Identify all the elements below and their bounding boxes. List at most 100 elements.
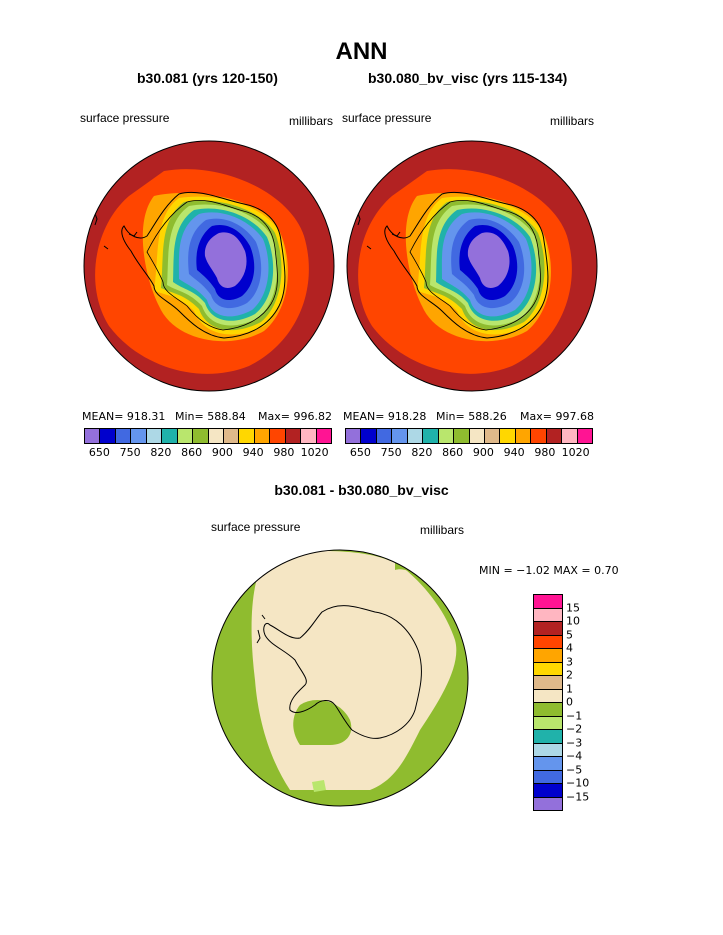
- diff-colorbar-swatch: [534, 689, 562, 703]
- panel2-colorbar: [345, 428, 593, 444]
- colorbar-tick-label: 650: [349, 446, 371, 459]
- diff-colorbar-tick-label: 3: [566, 655, 573, 668]
- panel2-map-border: [346, 140, 598, 392]
- diff-colorbar: [533, 594, 563, 811]
- panel2-subtitle: b30.080_bv_visc (yrs 115-134): [368, 70, 568, 86]
- colorbar-swatch: [301, 429, 317, 443]
- colorbar-swatch: [162, 429, 178, 443]
- panel1-max: Max= 996.82: [258, 410, 332, 423]
- panel2-units-label: millibars: [550, 114, 595, 128]
- panel1-map-border: [83, 140, 335, 392]
- panel1-colorbar: [84, 428, 332, 444]
- colorbar-swatch: [577, 429, 592, 443]
- diff-colorbar-swatch: [534, 622, 562, 636]
- panel2-mean: MEAN= 918.28: [343, 410, 427, 423]
- panel2-map: [347, 141, 597, 391]
- colorbar-swatch: [562, 429, 578, 443]
- colorbar-tick-label: 1020: [561, 446, 590, 459]
- diff-colorbar-swatch: [534, 757, 562, 771]
- colorbar-tick-label: 650: [88, 446, 110, 459]
- diff-colorbar-swatch: [534, 635, 562, 649]
- colorbar-tick-label: 980: [273, 446, 295, 459]
- colorbar-tick-label: 980: [534, 446, 556, 459]
- colorbar-tick-label: 1020: [300, 446, 329, 459]
- colorbar-swatch: [438, 429, 455, 443]
- colorbar-swatch: [407, 429, 424, 443]
- colorbar-swatch: [346, 429, 362, 443]
- colorbar-swatch: [316, 429, 331, 443]
- diff-colorbar-swatch: [534, 730, 562, 744]
- colorbar-tick-label: 860: [181, 446, 203, 459]
- colorbar-tick-label: 860: [442, 446, 464, 459]
- diff-colorbar-swatch: [534, 676, 562, 690]
- diff-colorbar-tick-label: −2: [566, 722, 583, 736]
- colorbar-swatch: [392, 429, 408, 443]
- panel2-variable-label: surface pressure: [342, 111, 432, 125]
- colorbar-swatch: [223, 429, 240, 443]
- diff-colorbar-tick-label: 15: [566, 601, 580, 614]
- colorbar-swatch: [531, 429, 547, 443]
- panel1-subtitle: b30.081 (yrs 120-150): [137, 70, 278, 86]
- colorbar-swatch: [484, 429, 501, 443]
- colorbar-swatch: [131, 429, 147, 443]
- colorbar-tick-label: 900: [472, 446, 494, 459]
- diff-colorbar-swatch: [534, 784, 562, 798]
- diff-colorbar-tick-label: −10: [566, 776, 590, 790]
- diff-minmax: MIN = −1.02 MAX = 0.70: [479, 564, 619, 577]
- colorbar-swatch: [546, 429, 563, 443]
- diff-colorbar-swatch: [534, 743, 562, 757]
- diff-colorbar-swatch: [534, 608, 562, 622]
- colorbar-swatch: [500, 429, 516, 443]
- colorbar-swatch: [254, 429, 271, 443]
- diff-colorbar-tick-label: 2: [566, 668, 573, 682]
- colorbar-swatch: [146, 429, 163, 443]
- diff-subtitle: b30.081 - b30.080_bv_visc: [274, 482, 449, 498]
- colorbar-swatch: [454, 429, 470, 443]
- colorbar-tick-label: 750: [119, 446, 141, 459]
- panel2-max: Max= 997.68: [520, 410, 594, 423]
- diff-colorbar-tick-label: 0: [566, 695, 573, 709]
- diff-colorbar-swatch: [534, 595, 562, 609]
- diff-map-border: [211, 549, 469, 807]
- colorbar-tick-label: 900: [211, 446, 233, 459]
- colorbar-swatch: [270, 429, 286, 443]
- colorbar-swatch: [515, 429, 532, 443]
- colorbar-swatch: [239, 429, 255, 443]
- colorbar-swatch: [193, 429, 209, 443]
- diff-colorbar-tick-label: −1: [566, 709, 583, 722]
- diff-colorbar-swatch: [534, 662, 562, 676]
- diff-colorbar-swatch: [534, 716, 562, 730]
- diff-colorbar-swatch: [534, 649, 562, 663]
- diff-colorbar-tick-label: −15: [566, 790, 590, 803]
- panel1-map: [84, 141, 334, 391]
- colorbar-tick-label: 940: [503, 446, 525, 459]
- page-title: ANN: [335, 38, 388, 65]
- colorbar-swatch: [100, 429, 116, 443]
- colorbar-swatch: [361, 429, 377, 443]
- colorbar-swatch: [285, 429, 302, 443]
- diff-colorbar-tick-label: 5: [566, 628, 573, 641]
- colorbar-swatch: [376, 429, 393, 443]
- colorbar-tick-label: 750: [380, 446, 402, 459]
- panel2-min: Min= 588.26: [436, 410, 507, 423]
- diff-variable-label: surface pressure: [211, 520, 301, 534]
- panel1-mean: MEAN= 918.31: [82, 410, 166, 423]
- panel1-units-label: millibars: [289, 114, 334, 128]
- diff-colorbar-swatch: [534, 770, 562, 784]
- diff-units-label: millibars: [420, 523, 465, 537]
- colorbar-swatch: [469, 429, 485, 443]
- diff-colorbar-tick-label: 4: [566, 641, 573, 655]
- colorbar-swatch: [208, 429, 224, 443]
- colorbar-swatch: [423, 429, 439, 443]
- diff-colorbar-swatch: [534, 703, 562, 717]
- diff-colorbar-tick-label: −4: [566, 749, 583, 763]
- diff-colorbar-tick-label: 10: [566, 614, 580, 628]
- panel1-min: Min= 588.84: [175, 410, 246, 423]
- diff-colorbar-swatch: [534, 797, 562, 810]
- diff-colorbar-tick-label: −5: [566, 763, 583, 776]
- colorbar-swatch: [115, 429, 132, 443]
- diff-colorbar-tick-label: −3: [566, 736, 583, 749]
- colorbar-tick-label: 820: [411, 446, 433, 459]
- colorbar-tick-label: 820: [150, 446, 172, 459]
